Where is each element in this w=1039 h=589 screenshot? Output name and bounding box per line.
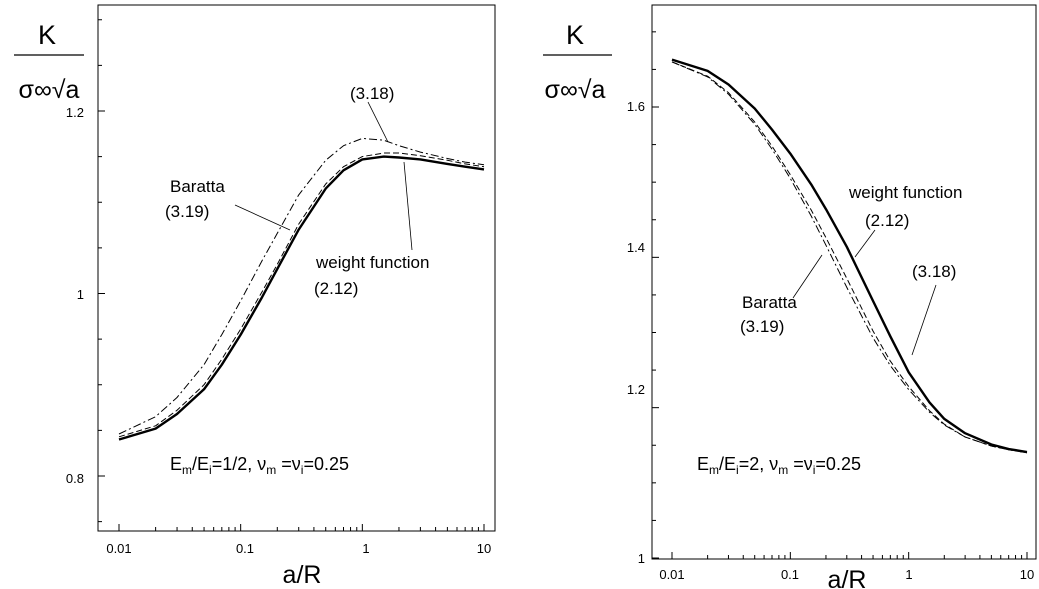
annotation-318-left: (3.18): [350, 84, 394, 103]
y-label-numerator-right: K: [566, 20, 584, 50]
x-tick-label-left-3: 10: [477, 541, 491, 556]
y-label-denominator-right: σ∞√a: [545, 76, 606, 104]
series-line-dashed-left: [118, 152, 485, 438]
x-tick-label-right-0: 0.01: [659, 567, 684, 582]
leader-weight-left: [403, 161, 413, 251]
annotation-baratta-left: Baratta: [170, 177, 225, 196]
y-tick-label-right-1: 1.2: [627, 382, 645, 397]
condition-right: Em/Ei=2, νm =νi=0.25: [697, 454, 861, 477]
annotation-baratta-eq-left: (3.19): [165, 202, 209, 221]
series-line-solid-left: [118, 155, 485, 441]
x-axis-title-left: a/R: [283, 561, 322, 589]
series-left: [118, 137, 485, 441]
x-tick-label-right-1: 0.1: [781, 567, 799, 582]
plot-frame-right: [651, 4, 1037, 560]
annotation-weight-right: weight function: [848, 183, 962, 202]
x-ticks-left: [118, 524, 485, 531]
annotation-baratta-eq-right: (3.19): [740, 317, 784, 336]
x-tick-label-left-2: 1: [362, 541, 369, 556]
series-right: [671, 58, 1028, 454]
x-tick-label-right-3: 10: [1020, 567, 1034, 582]
y-label-numerator-left: K: [38, 20, 56, 50]
y-tick-label-right-3: 1.6: [627, 99, 645, 114]
x-ticks-right: [671, 552, 1028, 559]
annotation-baratta-right: Baratta: [742, 293, 797, 312]
y-ticks-right: [652, 31, 659, 559]
y-tick-label-left-0: 0.8: [66, 471, 84, 486]
x-tick-label-left-0: 0.01: [106, 541, 131, 556]
chart-left: K σ∞√a 0.01 0.1 1 10 0.8 1 1.2 a/R (3.18…: [14, 4, 496, 589]
y-tick-label-right-2: 1.4: [627, 240, 645, 255]
annotation-weight-left: weight function: [315, 253, 429, 272]
x-tick-label-left-1: 0.1: [236, 541, 254, 556]
chart-right: K σ∞√a 0.01 0.1 1 10 1 1.2 1.4 1.6 a/R w…: [543, 4, 1037, 589]
y-label-denominator-left: σ∞√a: [19, 76, 80, 104]
leader-318-right: [911, 284, 937, 356]
annotation-weight-eq-right: (2.12): [865, 211, 909, 230]
series-line-solid-right: [671, 58, 1028, 454]
leader-weight-right: [854, 229, 876, 258]
series-line-dashdot-right: [671, 61, 1028, 454]
annotation-weight-eq-left: (2.12): [314, 279, 358, 298]
y-ticks-left: [98, 19, 105, 523]
leader-baratta-right: [792, 254, 823, 299]
annotation-318-right: (3.18): [912, 262, 956, 281]
y-tick-label-left-1: 1: [77, 287, 84, 302]
condition-left: Em/Ei=1/2, νm =νi=0.25: [170, 454, 349, 477]
leader-318-left: [367, 101, 389, 143]
y-tick-label-left-2: 1.2: [66, 105, 84, 120]
leader-baratta-left: [234, 204, 291, 231]
plot-frame-left: [97, 4, 496, 532]
x-axis-title-right: a/R: [828, 566, 867, 589]
x-tick-label-right-2: 1: [905, 567, 912, 582]
y-tick-label-right-0: 1: [638, 551, 645, 566]
series-line-dashed-right: [671, 61, 1028, 454]
